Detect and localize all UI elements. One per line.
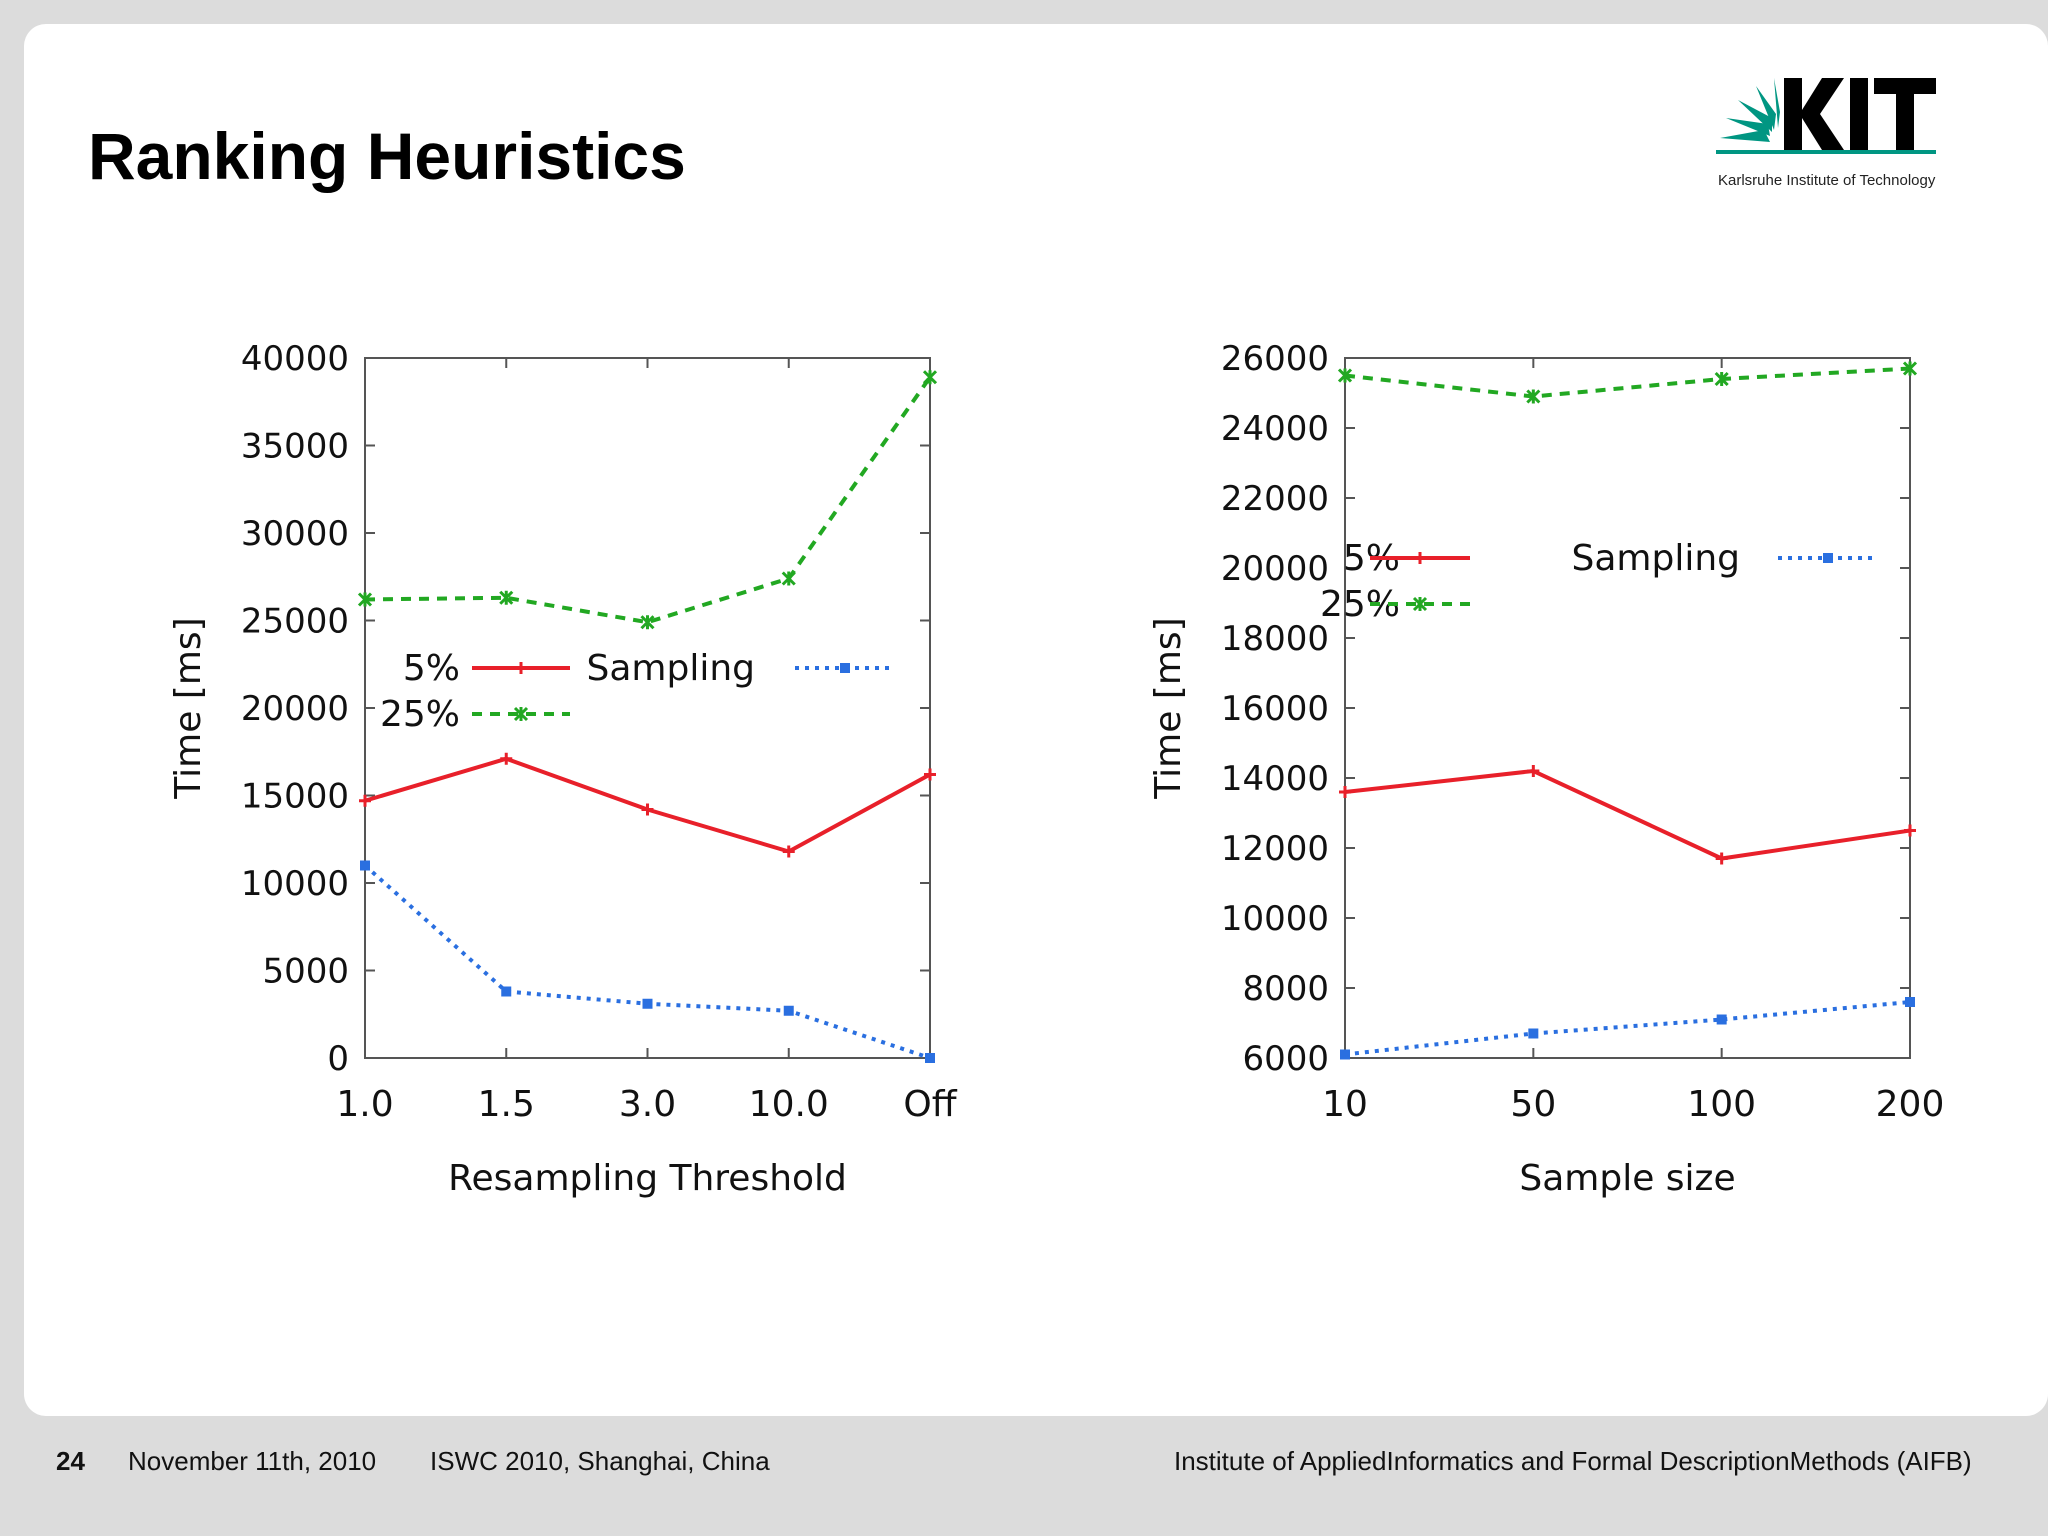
y-tick-label-4: 14000 — [1221, 759, 1329, 799]
footer-event: ISWC 2010, Shanghai, China — [430, 1446, 770, 1476]
y-tick-label-2: 10000 — [241, 864, 349, 904]
data-point-sampling-3 — [1905, 997, 1915, 1007]
x-tick-label-1: 1.5 — [478, 1084, 535, 1125]
data-point-5pct-2 — [641, 803, 654, 816]
y-tick-label-8: 40000 — [241, 339, 349, 379]
legend-marker-sampling — [840, 663, 850, 673]
y-tick-label-1: 5000 — [262, 952, 349, 992]
y-tick-label-5: 16000 — [1221, 689, 1329, 729]
kit-logo-letters — [1784, 78, 1936, 150]
data-point-5pct-3 — [1904, 824, 1916, 837]
data-point-sampling-1 — [501, 986, 512, 997]
data-point-5pct-4 — [924, 768, 936, 781]
series-line-sampling — [363, 864, 931, 1060]
x-tick-label-0: 1.0 — [336, 1084, 393, 1125]
data-point-sampling-1 — [1528, 1028, 1539, 1039]
chart-resampling-threshold: 0 5000 10000 15000 20000 25000 30000 35000 40000… — [120, 310, 1020, 1230]
series-line-5pct — [1344, 768, 1911, 861]
data-point-sampling-4 — [925, 1053, 935, 1063]
y-axis-label: Time [ms] — [1148, 617, 1189, 799]
chart-sample-size-svg: 6000 8000 10000 12000 14000 16000 18000 20000 22… — [1148, 339, 1945, 1199]
legend-label-25pct: 25% — [380, 694, 460, 735]
y-tick-label-3: 12000 — [1221, 829, 1329, 869]
data-point-5pct-0 — [1339, 786, 1351, 798]
x-tick-label-1: 50 — [1510, 1084, 1556, 1125]
x-axis-label: Sample size — [1519, 1158, 1735, 1199]
data-point-sampling-2 — [642, 998, 653, 1009]
data-point-sampling-2 — [1716, 1014, 1727, 1025]
y-axis-label: Time [ms] — [168, 617, 209, 799]
x-tick-label-0: 10 — [1322, 1084, 1368, 1125]
series-line-25pct — [1344, 366, 1911, 399]
x-tick-label-2: 3.0 — [619, 1084, 676, 1125]
footer-page-number: 24 — [56, 1446, 85, 1476]
data-point-5pct-1 — [500, 752, 513, 765]
chart-sample-size: 6000 8000 10000 12000 14000 16000 18000 20000 22… — [1100, 310, 2000, 1230]
footer-institute: Institute of AppliedInformatics and Form… — [1174, 1446, 1972, 1476]
kit-logo — [1716, 78, 1936, 154]
y-tick-label-1: 8000 — [1242, 969, 1329, 1009]
page-title: Ranking Heuristics — [88, 119, 686, 193]
legend-marker-25pct — [513, 706, 529, 722]
y-tick-label-4: 20000 — [241, 689, 349, 729]
series-line-25pct — [364, 376, 932, 625]
data-point-25pct-2 — [1714, 371, 1729, 387]
data-point-5pct-1 — [1527, 765, 1540, 777]
slide — [24, 24, 2048, 1416]
data-point-25pct-1 — [499, 590, 514, 605]
y-tick-label-9: 24000 — [1221, 409, 1329, 449]
x-axis-label: Resampling Threshold — [448, 1158, 847, 1199]
data-point-25pct-0 — [357, 592, 373, 607]
legend-label-5pct: 5% — [403, 648, 460, 689]
data-point-5pct-2 — [1715, 852, 1728, 865]
data-point-5pct-0 — [359, 794, 371, 807]
y-tick-label-6: 30000 — [241, 514, 349, 554]
footer-date: November 11th, 2010 — [128, 1446, 377, 1476]
data-point-5pct-3 — [782, 845, 795, 858]
kit-logo-subtitle: Karlsruhe Institute of Technology — [1718, 172, 1936, 189]
y-tick-label-10: 26000 — [1221, 339, 1329, 379]
data-point-25pct-0 — [1337, 368, 1353, 383]
y-tick-label-8: 22000 — [1221, 479, 1329, 519]
legend-marker-25pct — [1412, 596, 1428, 612]
x-tick-label-2: 100 — [1687, 1084, 1756, 1125]
data-point-25pct-3 — [781, 571, 796, 586]
y-tick-label-5: 25000 — [241, 602, 349, 642]
legend-marker-5pct — [1414, 552, 1426, 564]
x-tick-label-3: 10.0 — [749, 1084, 829, 1125]
y-tick-label-0: 0 — [327, 1039, 349, 1079]
legend-label-sampling: Sampling — [586, 648, 755, 689]
data-point-25pct-3 — [1902, 361, 1918, 376]
data-point-sampling-3 — [783, 1005, 794, 1016]
x-tick-label-4: Off — [903, 1084, 957, 1125]
y-tick-label-7: 35000 — [241, 427, 349, 467]
legend-marker-sampling — [1823, 553, 1833, 563]
y-tick-label-0: 6000 — [1242, 1039, 1329, 1079]
chart-resampling-threshold-svg: 0 5000 10000 15000 20000 25000 30000 35000 40000… — [168, 339, 958, 1199]
kit-logo-fan-icon — [1720, 78, 1780, 142]
legend-marker-5pct — [515, 662, 527, 674]
data-point-25pct-4 — [922, 370, 938, 385]
legend-label-25pct: 25% — [1320, 584, 1400, 625]
data-point-sampling-0 — [360, 860, 370, 871]
y-tick-label-6: 18000 — [1221, 619, 1329, 659]
legend-label-sampling: Sampling — [1571, 538, 1740, 579]
plot-frame — [1344, 357, 1911, 1059]
series-line-sampling — [1344, 1000, 1911, 1057]
data-point-25pct-2 — [640, 615, 655, 630]
y-tick-label-3: 15000 — [241, 777, 349, 817]
y-tick-label-7: 20000 — [1221, 549, 1329, 589]
data-point-sampling-0 — [1340, 1049, 1350, 1060]
y-tick-label-2: 10000 — [1221, 899, 1329, 939]
x-tick-label-3: 200 — [1876, 1084, 1945, 1125]
data-point-25pct-1 — [1526, 389, 1541, 404]
